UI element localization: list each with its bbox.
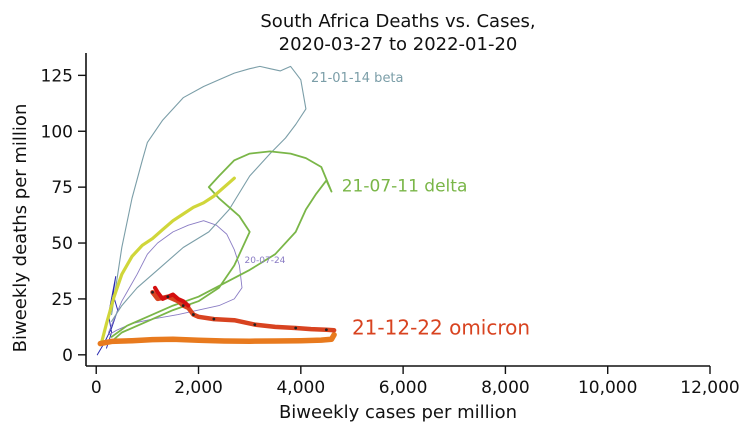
x-tick-label: 6,000 bbox=[379, 378, 428, 398]
omicron-point bbox=[151, 290, 154, 294]
y-tick-label: 75 bbox=[51, 178, 73, 198]
y-tick-label: 100 bbox=[41, 122, 73, 142]
chart-title-line-2: 2020-03-27 to 2022-01-20 bbox=[279, 34, 518, 55]
x-tick-label: 8,000 bbox=[481, 378, 530, 398]
omicron-point bbox=[253, 323, 257, 327]
series-line-1 bbox=[108, 220, 243, 336]
omicron-point bbox=[294, 326, 298, 330]
series-line-4 bbox=[99, 176, 236, 346]
series-annotation: 21-07-11 delta bbox=[342, 177, 468, 197]
series-annotation: 21-01-14 beta bbox=[311, 71, 403, 86]
annotation-group: 21-01-14 beta 21-07-11 delta 20-07-24 21-12… bbox=[245, 71, 531, 340]
y-tick-label: 50 bbox=[51, 234, 73, 254]
series-group bbox=[96, 65, 337, 356]
x-axis-label: Biweekly cases per million bbox=[279, 402, 517, 423]
y-tick-label: 125 bbox=[41, 66, 73, 86]
series-annotation: 20-07-24 bbox=[245, 256, 286, 266]
x-tick-label: 12,000 bbox=[680, 378, 739, 398]
omicron-point bbox=[212, 317, 216, 321]
omicron-point bbox=[181, 304, 185, 308]
y-axis-label: Biweekly deaths per million bbox=[10, 104, 31, 353]
omicron-point bbox=[192, 313, 195, 316]
x-tick-label: 10,000 bbox=[578, 378, 637, 398]
y-tick-label: 0 bbox=[62, 346, 73, 366]
series-line-2 bbox=[111, 65, 307, 322]
y-tick-label: 25 bbox=[51, 290, 73, 310]
omicron-point bbox=[166, 295, 170, 299]
x-tick-label: 4,000 bbox=[276, 378, 325, 398]
chart-title-line-1: South Africa Deaths vs. Cases, bbox=[260, 11, 535, 32]
series-line-6 bbox=[150, 289, 337, 333]
series-line-5 bbox=[97, 331, 337, 347]
series-line-3 bbox=[110, 150, 333, 343]
x-axis-ticks: 0 2,000 4,000 6,000 8,000 10,000 12,000 bbox=[91, 366, 740, 398]
series-annotation: 21-12-22 omicron bbox=[352, 316, 530, 340]
series-line-7 bbox=[153, 285, 191, 308]
y-axis-ticks: 0 25 50 75 100 125 bbox=[41, 66, 86, 366]
omicron-point bbox=[324, 328, 328, 332]
x-tick-label: 2,000 bbox=[174, 378, 223, 398]
x-tick-label: 0 bbox=[91, 378, 102, 398]
